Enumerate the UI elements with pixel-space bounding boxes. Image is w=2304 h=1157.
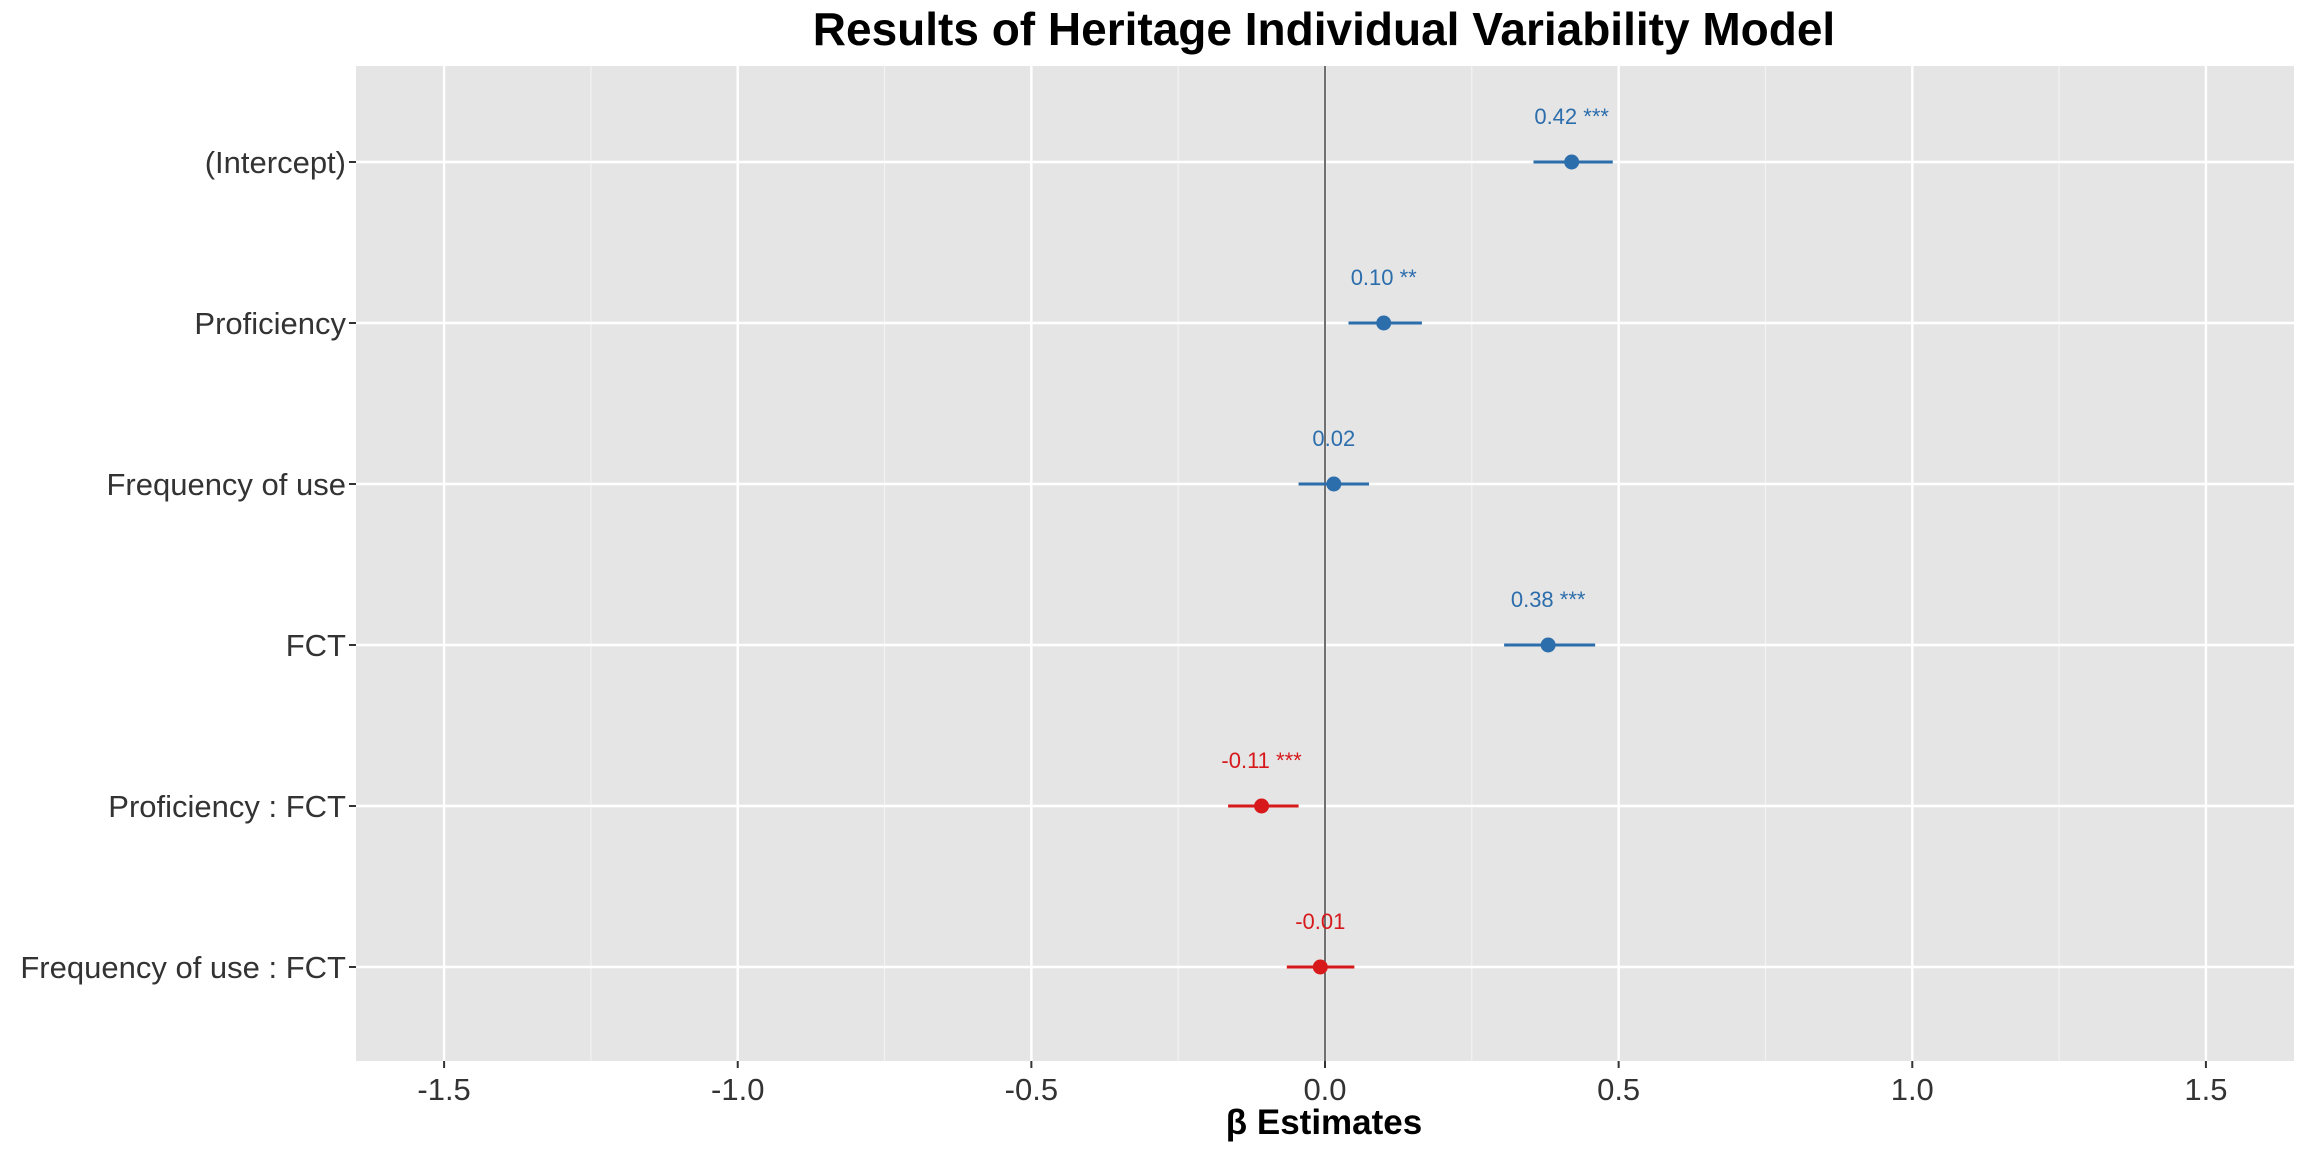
- estimate-label: -0.11 ***: [1221, 748, 1302, 773]
- estimate-point: [1312, 959, 1328, 975]
- y-axis-ticks: (Intercept) Proficiency Frequency of use FC…: [20, 145, 356, 985]
- estimate-labels: 0.42 *** 0.10 ** 0.02 0.38 *** -0.11 *** -0.0…: [1221, 104, 1609, 934]
- y-tick-label: Proficiency : FCT: [108, 789, 346, 824]
- y-tick-label: Frequency of use: [106, 467, 346, 502]
- x-tick-label: -0.5: [1005, 1072, 1058, 1107]
- estimate-points: [1254, 154, 1580, 975]
- estimate-point: [1326, 476, 1342, 492]
- x-tick-label: -1.0: [711, 1072, 764, 1107]
- estimate-label: 0.42 ***: [1534, 104, 1609, 129]
- x-axis-ticks: -1.5 -1.0 -0.5 0.0 0.5 1.0 1.5: [417, 1061, 2227, 1107]
- x-tick-label: 0.0: [1303, 1072, 1346, 1107]
- y-tick-label: (Intercept): [205, 145, 346, 180]
- x-tick-label: 1.0: [1891, 1072, 1934, 1107]
- estimate-point: [1564, 154, 1580, 170]
- estimate-label: 0.38 ***: [1511, 587, 1586, 612]
- y-tick-label: Frequency of use : FCT: [20, 950, 346, 985]
- x-tick-label: 0.5: [1597, 1072, 1640, 1107]
- estimate-label: 0.02: [1312, 426, 1355, 451]
- estimate-point: [1376, 315, 1392, 331]
- x-axis-label: β Estimates: [1226, 1103, 1422, 1142]
- estimate-point: [1254, 798, 1270, 814]
- x-tick-label: 1.5: [2184, 1072, 2227, 1107]
- chart-title: Results of Heritage Individual Variabili…: [813, 3, 1835, 55]
- y-tick-label: Proficiency: [194, 306, 346, 341]
- estimate-label: -0.01: [1295, 909, 1345, 934]
- estimate-point: [1540, 637, 1556, 653]
- estimate-label: 0.10 **: [1351, 265, 1417, 290]
- x-tick-label: -1.5: [417, 1072, 470, 1107]
- minor-gridlines: [590, 66, 2060, 1061]
- y-tick-label: FCT: [286, 628, 346, 663]
